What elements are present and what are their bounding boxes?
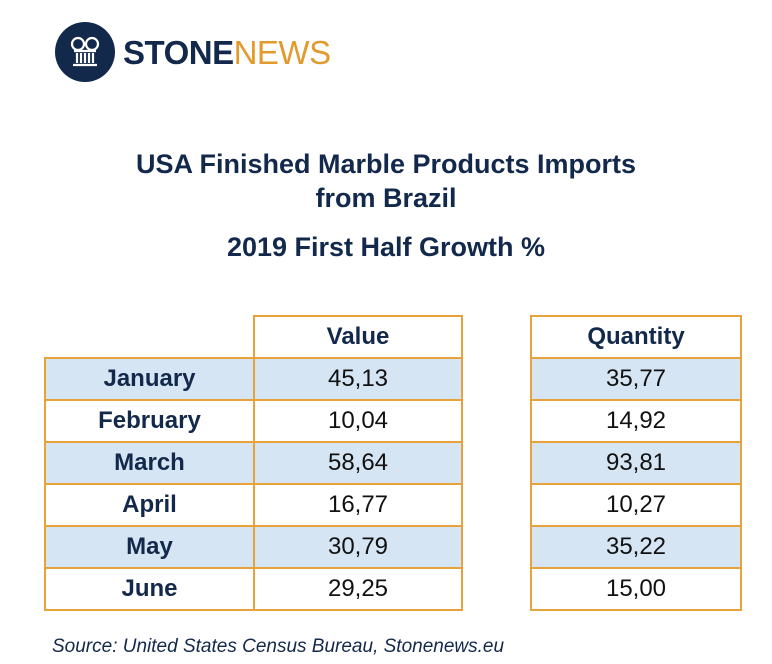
quantity-column-header: Quantity: [530, 315, 742, 359]
table-row: June 29,25: [44, 567, 463, 611]
table-row: 93,81: [530, 441, 742, 485]
month-label: June: [44, 567, 255, 611]
value-cell: 29,25: [253, 567, 463, 611]
table-row: May 30,79: [44, 525, 463, 569]
quantity-cell: 35,22: [530, 525, 742, 569]
value-cell: 45,13: [253, 357, 463, 401]
quantity-cell: 14,92: [530, 399, 742, 443]
column-icon: [55, 22, 115, 82]
value-cell: 16,77: [253, 483, 463, 527]
brand-name: STONENEWS: [123, 33, 331, 71]
table-row: February 10,04: [44, 399, 463, 443]
value-cell: 10,04: [253, 399, 463, 443]
chart-title: USA Finished Marble Products Imports fro…: [0, 147, 772, 215]
chart-subtitle: 2019 First Half Growth %: [226, 232, 546, 262]
header-row: Value: [45, 315, 463, 359]
quantity-table: Quantity 35,77 14,92 93,81 10,27 35,22 1…: [530, 315, 742, 611]
quantity-cell: 10,27: [530, 483, 742, 527]
table-row: 35,22: [530, 525, 742, 569]
logo: STONENEWS: [55, 22, 331, 82]
quantity-cell: 93,81: [530, 441, 742, 485]
table-row: 15,00: [530, 567, 742, 611]
table-row: April 16,77: [44, 483, 463, 527]
table-row: 10,27: [530, 483, 742, 527]
month-label: January: [44, 357, 255, 401]
table-row: March 58,64: [44, 441, 463, 485]
table-row: 35,77: [530, 357, 742, 401]
chart-title-line2: from Brazil: [315, 183, 457, 213]
value-cell: 30,79: [253, 525, 463, 569]
value-column-header: Value: [253, 315, 463, 359]
value-cell: 58,64: [253, 441, 463, 485]
chart-title-line1: USA Finished Marble Products Imports: [135, 149, 637, 179]
month-label: February: [44, 399, 255, 443]
value-table: Value January 45,13 February 10,04 March…: [44, 315, 463, 611]
empty-corner-cell: [45, 316, 255, 359]
table-row: 14,92: [530, 399, 742, 443]
header-row: Quantity: [530, 315, 742, 359]
month-label: March: [44, 441, 255, 485]
month-label: April: [44, 483, 255, 527]
quantity-cell: 15,00: [530, 567, 742, 611]
table-row: January 45,13: [44, 357, 463, 401]
source-note: Source: United States Census Bureau, Sto…: [52, 636, 505, 657]
quantity-cell: 35,77: [530, 357, 742, 401]
month-label: May: [44, 525, 255, 569]
